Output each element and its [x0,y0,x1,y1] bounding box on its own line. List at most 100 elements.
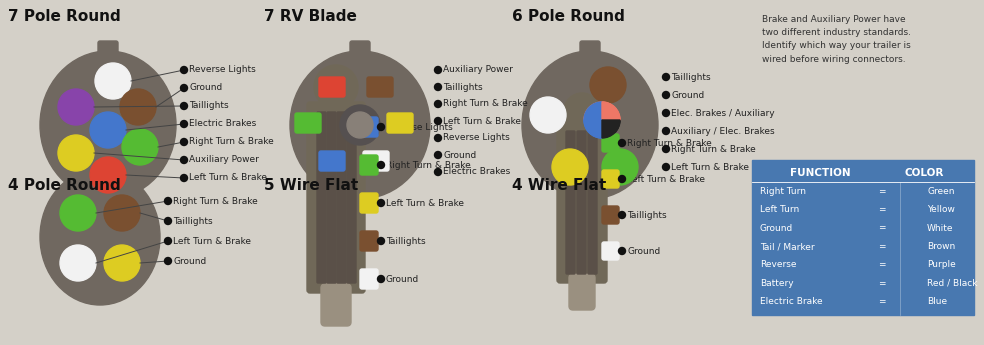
Circle shape [180,157,188,164]
Wedge shape [584,120,602,138]
Circle shape [60,195,96,231]
Text: Auxiliary Power: Auxiliary Power [189,156,259,165]
Text: Left Turn & Brake: Left Turn & Brake [173,237,251,246]
Circle shape [378,199,385,207]
Circle shape [180,138,188,146]
Ellipse shape [522,51,658,199]
Circle shape [104,195,140,231]
Text: =: = [879,205,886,214]
Circle shape [378,124,385,130]
Circle shape [662,128,669,135]
Wedge shape [602,102,620,120]
Circle shape [619,211,626,218]
Text: 6 Pole Round: 6 Pole Round [512,9,625,23]
Text: Right Turn & Brake: Right Turn & Brake [671,145,756,154]
Ellipse shape [290,51,430,199]
Text: Taillights: Taillights [173,217,213,226]
Circle shape [590,67,626,103]
FancyBboxPatch shape [360,193,378,213]
Text: Auxiliary Power: Auxiliary Power [443,66,513,75]
Wedge shape [602,102,620,120]
FancyBboxPatch shape [752,160,974,315]
FancyBboxPatch shape [295,113,321,133]
Text: Brake and Auxiliary Power have
two different industry standards.
Identify which : Brake and Auxiliary Power have two diffe… [762,15,911,63]
Circle shape [662,73,669,80]
FancyBboxPatch shape [387,113,413,133]
Text: FUNCTION: FUNCTION [790,168,850,178]
Text: Purple: Purple [927,260,955,269]
Circle shape [180,120,188,128]
Circle shape [60,245,96,281]
Circle shape [95,63,131,99]
Text: 4 Pole Round: 4 Pole Round [8,178,121,193]
Text: Reverse Lights: Reverse Lights [189,66,256,75]
Text: Green: Green [927,187,954,196]
FancyBboxPatch shape [602,170,619,188]
Circle shape [164,257,171,265]
Text: White: White [927,224,953,233]
Text: Yellow: Yellow [927,205,954,214]
Circle shape [662,91,669,99]
Text: 7 RV Blade: 7 RV Blade [264,9,356,23]
Circle shape [180,67,188,73]
FancyBboxPatch shape [602,134,619,152]
Circle shape [435,67,442,73]
Text: Electric Brakes: Electric Brakes [189,119,256,128]
Wedge shape [602,120,620,138]
FancyBboxPatch shape [577,131,586,274]
Text: Ground: Ground [760,224,793,233]
Text: Right Turn & Brake: Right Turn & Brake [173,197,258,206]
Text: Taillights: Taillights [627,210,666,219]
Text: Auxiliary / Elec. Brakes: Auxiliary / Elec. Brakes [671,127,774,136]
Circle shape [435,168,442,176]
FancyBboxPatch shape [347,112,356,283]
Text: =: = [879,187,886,196]
FancyBboxPatch shape [98,41,118,57]
Text: Right Turn & Brake: Right Turn & Brake [627,138,711,148]
Circle shape [122,129,158,165]
FancyBboxPatch shape [317,112,326,283]
Wedge shape [602,120,620,138]
Circle shape [340,105,380,145]
FancyBboxPatch shape [307,102,365,293]
Circle shape [564,93,600,129]
Text: Left Turn & Brake: Left Turn & Brake [386,198,464,207]
Text: Ground: Ground [386,275,419,284]
Circle shape [58,135,94,171]
Text: 4 Wire Flat: 4 Wire Flat [512,178,606,193]
Text: Ground: Ground [173,256,207,266]
Text: Right Turn & Brake: Right Turn & Brake [386,160,470,169]
Circle shape [662,164,669,170]
Circle shape [435,100,442,108]
FancyBboxPatch shape [337,112,346,283]
FancyBboxPatch shape [602,206,619,224]
FancyBboxPatch shape [367,77,393,97]
FancyBboxPatch shape [350,41,370,57]
FancyBboxPatch shape [588,131,597,274]
FancyBboxPatch shape [327,112,336,283]
Circle shape [120,89,156,125]
Circle shape [180,102,188,109]
Text: =: = [879,297,886,306]
Text: Right Turn & Brake: Right Turn & Brake [189,138,274,147]
FancyBboxPatch shape [363,151,389,171]
Circle shape [619,247,626,255]
Text: Taillights: Taillights [189,101,228,110]
Circle shape [104,245,140,281]
Text: Reverse: Reverse [760,260,796,269]
FancyBboxPatch shape [360,269,378,289]
Circle shape [180,85,188,91]
FancyBboxPatch shape [602,242,619,260]
FancyBboxPatch shape [360,231,378,251]
Circle shape [164,217,171,225]
Circle shape [619,176,626,183]
Text: Red / Black: Red / Black [927,279,977,288]
Text: =: = [879,279,886,288]
Circle shape [435,135,442,141]
Ellipse shape [40,51,176,199]
Circle shape [58,89,94,125]
Text: Electric Brakes: Electric Brakes [443,168,511,177]
Circle shape [435,83,442,90]
Text: Reverse Lights: Reverse Lights [443,134,510,142]
FancyBboxPatch shape [319,151,345,171]
